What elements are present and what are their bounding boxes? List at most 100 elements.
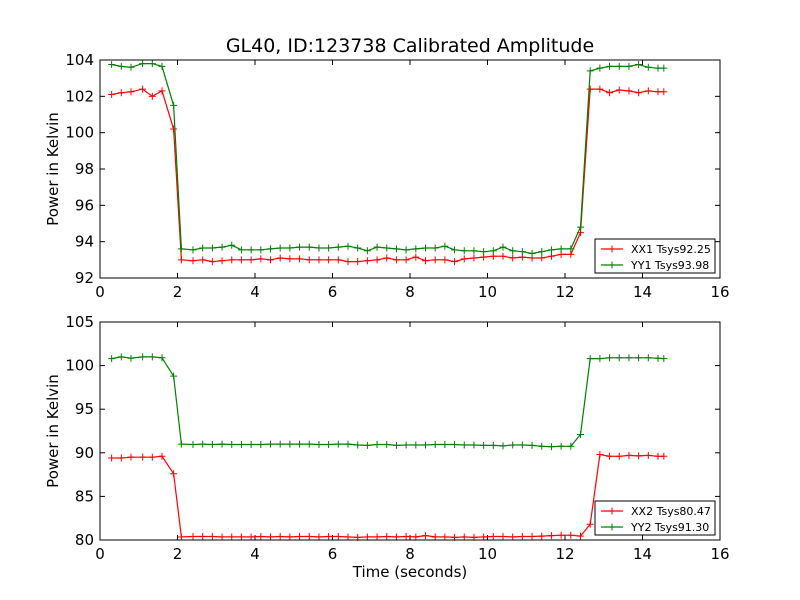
series-line (111, 88, 664, 263)
data-point (509, 441, 517, 449)
data-point (373, 243, 381, 251)
data-point (305, 256, 313, 264)
y-tick-label: 94 (75, 233, 94, 251)
data-point (247, 441, 255, 449)
data-point (148, 453, 156, 461)
data-point (177, 245, 185, 253)
data-point (635, 452, 643, 460)
y-tick-label: 80 (75, 531, 94, 549)
data-point (577, 532, 584, 540)
legend-entry: XX1 Tsys92.25 (631, 243, 711, 256)
data-point (615, 452, 623, 460)
data-point (363, 441, 371, 449)
data-point (489, 533, 497, 541)
data-point (480, 248, 488, 256)
data-point (267, 256, 274, 264)
data-point (257, 255, 265, 263)
y-tick-label: 96 (75, 196, 94, 214)
data-point (567, 531, 575, 539)
data-point (606, 89, 614, 97)
data-point (267, 533, 274, 541)
data-point (117, 89, 125, 97)
y-axis-label: Power in Kelvin (44, 374, 62, 488)
data-point (344, 242, 352, 250)
data-point (325, 256, 333, 264)
data-point (480, 441, 488, 449)
data-point (538, 442, 546, 450)
data-point (296, 243, 304, 251)
data-point (470, 441, 478, 449)
data-point (460, 533, 468, 541)
data-point (117, 353, 125, 361)
data-point (441, 533, 449, 541)
bottom-panel: 0 2 4 6 8 10 12 14 16 80 85 90 95 100 105 Power in Kelv… (44, 313, 730, 563)
x-tick-label: 4 (250, 283, 260, 301)
series-2 (108, 60, 668, 257)
data-point (199, 440, 207, 448)
data-point (177, 256, 185, 264)
legend-marker (608, 523, 616, 531)
data-point (177, 440, 185, 448)
data-point (257, 441, 265, 449)
data-point (470, 247, 478, 255)
data-point (557, 531, 565, 539)
data-point (489, 247, 497, 255)
data-point (276, 440, 284, 448)
data-point (499, 252, 507, 260)
series-line (111, 62, 664, 255)
data-point (354, 441, 362, 449)
legend-box (594, 500, 716, 536)
data-point (127, 63, 135, 71)
data-point (257, 246, 265, 254)
data-point (586, 355, 594, 363)
data-point (392, 245, 400, 253)
data-point (383, 254, 391, 262)
y-tick-label: 95 (75, 400, 94, 418)
y-tick-label: 90 (75, 444, 94, 462)
data-point (228, 441, 236, 449)
legend-entry: YY1 Tsys93.98 (630, 259, 709, 272)
data-point (441, 441, 449, 449)
y-tick-label: 98 (75, 160, 94, 178)
x-tick-label: 10 (478, 545, 497, 563)
data-point (237, 441, 245, 449)
data-point (148, 92, 156, 100)
data-point (518, 248, 526, 256)
x-tick-label: 6 (328, 545, 338, 563)
data-point (451, 258, 459, 266)
x-tick-label: 2 (173, 283, 183, 301)
data-point (660, 88, 668, 96)
data-point (451, 246, 459, 254)
data-point (557, 245, 565, 253)
data-point (412, 245, 420, 253)
data-point (547, 532, 555, 540)
data-point (422, 257, 429, 265)
data-point (518, 533, 526, 541)
data-point (660, 64, 668, 72)
data-point (402, 246, 410, 254)
data-point (431, 533, 439, 541)
data-point (305, 243, 313, 251)
data-point (296, 533, 304, 541)
data-point (557, 442, 565, 450)
chart-title: GL40, ID:123738 Calibrated Amplitude (226, 35, 594, 57)
x-tick-label: 0 (95, 545, 105, 563)
data-point (344, 440, 352, 448)
data-point (606, 62, 614, 70)
x-axis-label: Time (seconds) (352, 563, 468, 581)
data-point (606, 452, 614, 460)
data-point (237, 246, 245, 254)
data-point (267, 245, 274, 253)
series-line (111, 356, 664, 448)
y-tick-label: 104 (65, 51, 94, 69)
data-point (373, 256, 381, 264)
data-point (108, 454, 116, 462)
data-point (644, 63, 652, 71)
data-point (596, 451, 604, 459)
data-point (148, 353, 156, 361)
data-point (315, 533, 323, 541)
series-1 (108, 451, 668, 541)
data-point (625, 62, 633, 70)
data-point (499, 533, 507, 541)
